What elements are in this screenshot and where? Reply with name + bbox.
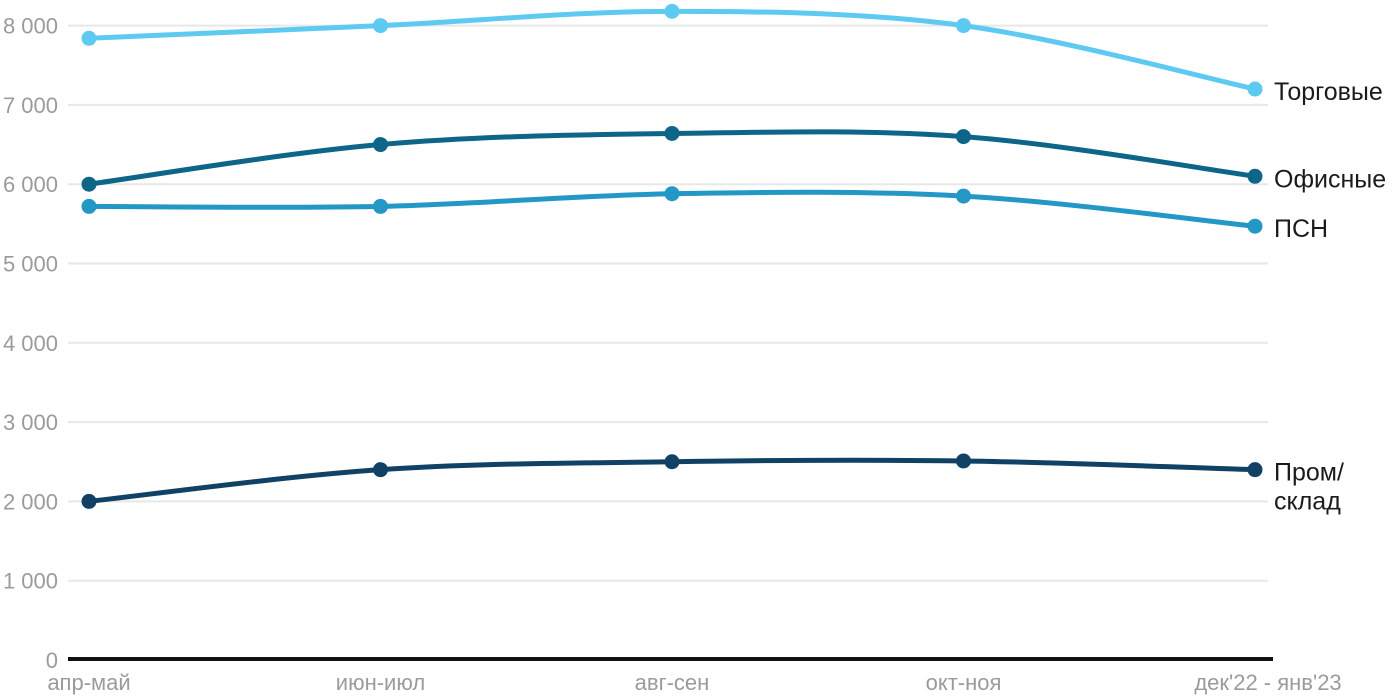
y-axis-tick-label: 5 000	[3, 252, 58, 277]
data-point-psn	[1247, 218, 1263, 234]
data-point-psn	[664, 186, 680, 202]
y-axis-tick-label: 8 000	[3, 14, 58, 39]
series-label-retail: Торговые	[1274, 78, 1383, 106]
y-axis-tick-label: 0	[46, 648, 58, 673]
x-axis-tick-label: апр-май	[47, 670, 130, 695]
data-point-office	[956, 129, 971, 145]
y-axis-tick-label: 6 000	[3, 172, 58, 197]
data-point-industrial	[956, 453, 971, 469]
data-point-industrial	[81, 493, 97, 509]
x-axis-tick-label: авг-сен	[635, 670, 710, 695]
data-point-retail	[956, 18, 971, 34]
series-label-office: Офисные	[1274, 165, 1386, 193]
y-axis-tick-label: 2 000	[3, 489, 58, 514]
y-axis-tick-label: 4 000	[3, 331, 58, 356]
x-axis-tick-label: дек'22 - янв'23	[1194, 670, 1341, 695]
data-point-industrial	[664, 454, 680, 470]
data-point-office	[81, 176, 97, 192]
data-point-psn	[956, 188, 971, 204]
data-point-retail	[373, 18, 388, 34]
y-axis-tick-label: 3 000	[3, 410, 58, 435]
series-label-industrial: склад	[1274, 488, 1341, 516]
y-axis-tick-label: 1 000	[3, 569, 58, 594]
data-point-office	[373, 137, 388, 153]
data-point-industrial	[373, 462, 388, 478]
y-axis-tick-label: 7 000	[3, 93, 58, 118]
x-axis-tick-label: июн-июл	[336, 670, 425, 695]
series-label-psn: ПСН	[1274, 215, 1328, 243]
data-point-psn	[81, 198, 97, 214]
series-label-industrial: Пром/	[1274, 459, 1344, 487]
data-point-retail	[81, 30, 97, 46]
x-axis-tick-label: окт-ноя	[926, 670, 1002, 695]
series-line-retail	[86, 8, 1258, 92]
data-point-retail	[1247, 81, 1263, 97]
data-point-industrial	[1247, 462, 1263, 478]
data-point-psn	[373, 198, 388, 214]
data-point-retail	[664, 3, 680, 19]
data-point-office	[1247, 168, 1263, 184]
data-point-office	[664, 125, 680, 141]
